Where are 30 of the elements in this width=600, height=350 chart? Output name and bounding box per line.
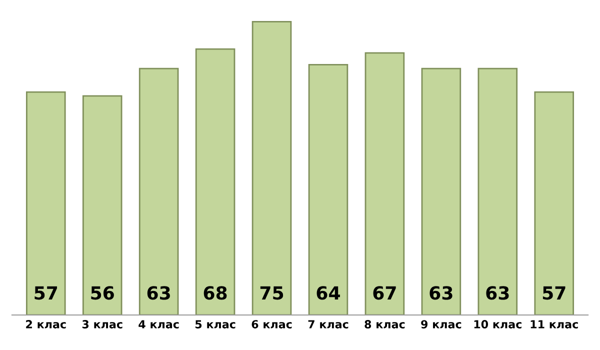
x-tick-label: 4 клас	[138, 320, 179, 328]
x-tick-label: 2 клас	[26, 320, 66, 328]
x-tick-label: 7 клас	[308, 320, 348, 328]
data-label: 63	[430, 286, 452, 300]
x-tick-label: 6 клас	[252, 320, 292, 328]
bar	[534, 91, 574, 315]
x-tick-label: 8 клас	[364, 320, 405, 328]
data-label: 67	[373, 286, 396, 300]
data-label: 75	[260, 286, 284, 300]
bar	[26, 91, 66, 315]
bar	[478, 68, 518, 315]
data-label: 57	[542, 286, 566, 300]
bar	[195, 48, 236, 315]
data-label: 56	[91, 286, 114, 300]
data-label: 57	[34, 286, 58, 300]
x-tick-label: 11 клас	[530, 320, 578, 328]
bar	[308, 64, 348, 315]
x-tick-label: 9 клас	[421, 320, 462, 328]
data-label: 63	[486, 286, 509, 300]
x-tick-label: 10 клас	[474, 320, 522, 328]
data-label: 63	[147, 286, 170, 300]
bar	[421, 68, 462, 315]
bar	[252, 20, 292, 315]
data-label: 68	[204, 286, 227, 300]
data-label: 64	[316, 286, 340, 300]
bar	[82, 95, 122, 315]
x-tick-label: 3 клас	[82, 320, 122, 328]
bar	[364, 52, 405, 315]
bar	[138, 68, 179, 315]
x-tick-label: 5 клас	[195, 320, 236, 328]
